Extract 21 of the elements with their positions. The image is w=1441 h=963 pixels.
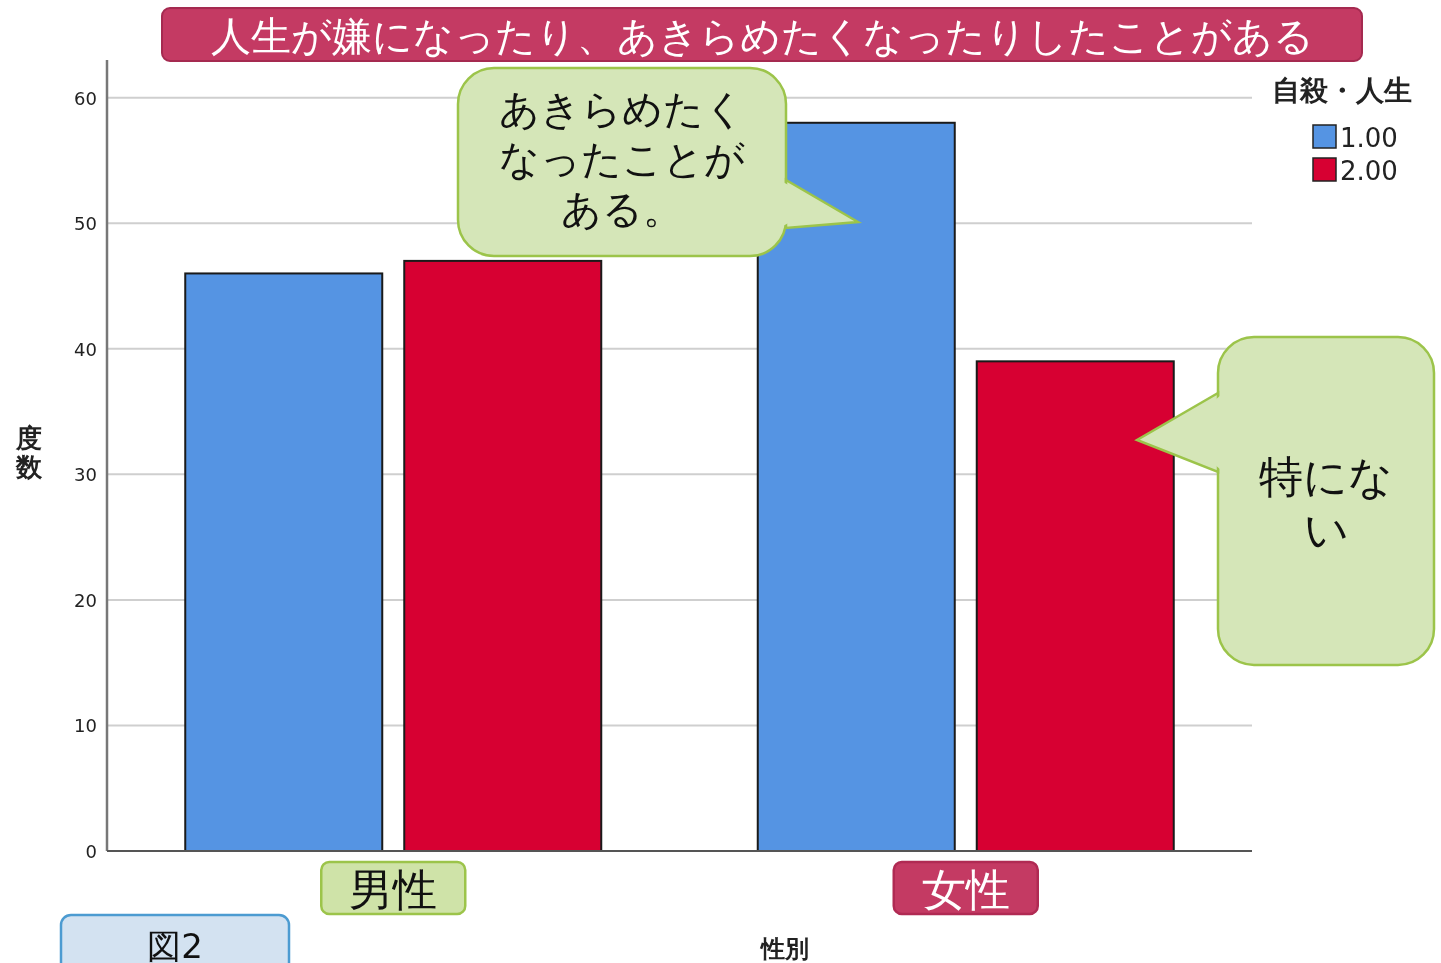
bar bbox=[756, 121, 956, 852]
annotation: あきらめたくなったことがある。 bbox=[499, 86, 745, 232]
y-tick-label: 10 bbox=[74, 715, 97, 737]
text: 特にない bbox=[1259, 451, 1393, 555]
y-tick-label: 20 bbox=[74, 589, 97, 611]
y-tick-label: 0 bbox=[85, 841, 97, 862]
chart-title: 人生が嫌になったり、あきらめたくなったりしたことがある bbox=[210, 13, 1314, 59]
x-axis-title: 性別 bbox=[758, 935, 809, 963]
legend-label: 1.00 bbox=[1340, 123, 1398, 153]
y-tick-label: 40 bbox=[74, 338, 97, 360]
x-tick-label: 女性 bbox=[921, 864, 1010, 915]
y-tick-label: 50 bbox=[74, 213, 97, 235]
legend-label: 2.00 bbox=[1340, 156, 1398, 186]
y-tick-label: 60 bbox=[74, 87, 97, 109]
y-tick-label: 30 bbox=[74, 464, 97, 486]
y-axis-title: 度数 bbox=[15, 423, 43, 482]
x-tick-label: 男性 bbox=[349, 864, 438, 915]
bar bbox=[184, 272, 384, 852]
bar bbox=[975, 360, 1175, 852]
caption: 図2 bbox=[147, 926, 203, 963]
legend-title: 自殺・人生 bbox=[1272, 74, 1412, 107]
